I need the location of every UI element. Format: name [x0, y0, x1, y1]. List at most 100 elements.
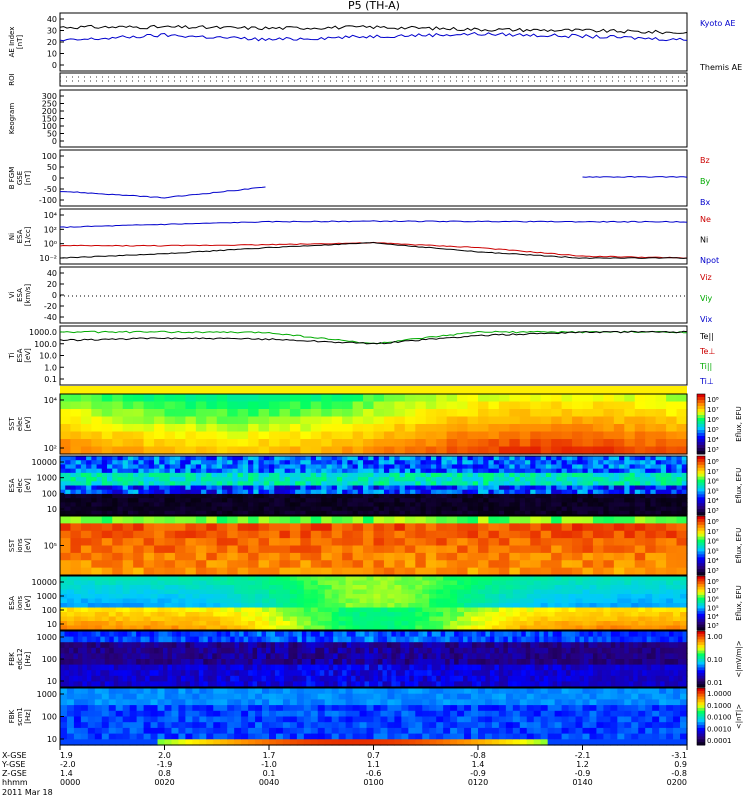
- axis-row-ygse-value: 1.1: [367, 760, 380, 769]
- axis-row-xgse-value: 2.0: [158, 751, 171, 760]
- esa_i-tick-label: 1000: [37, 592, 57, 601]
- fbk2-colorbar-tick: 1.0000: [707, 690, 732, 698]
- sst_e-panel-frame: [59, 393, 688, 455]
- fbk2-ylabel-line: [Hz]: [24, 709, 32, 724]
- ti-ylabel-line: [eV]: [24, 348, 32, 363]
- sst_e-colorbar-tick: 10⁴: [707, 436, 719, 444]
- fbk1-ylabel: FBKedc12[Hz]: [8, 648, 32, 670]
- esa_e-panel-frame: [59, 455, 688, 516]
- vi-tick-label: 40: [47, 269, 57, 278]
- esa_i-colorbar-tick: 10⁵: [707, 604, 719, 612]
- ni-ylabel-line: ESA: [16, 229, 24, 243]
- ae-panel-frame: [59, 12, 688, 72]
- vi-tick-label: -20: [44, 302, 57, 311]
- axis-row-ygse-value: 0.9: [674, 760, 687, 769]
- axis-row-ygse-value: -2.0: [60, 760, 76, 769]
- sst_i-colorbar-tick: 10⁸: [707, 518, 719, 526]
- axis-row-hhmm-value: 0200: [667, 778, 687, 787]
- esa_e-colorbar-label: Eflux, EFU: [735, 468, 743, 503]
- ni-ylabel: NiESA[1/cc]: [8, 226, 32, 246]
- sst_i-colorbar-label: Eflux, EFU: [735, 528, 743, 563]
- ti-ylabel-line: ESA: [16, 348, 24, 362]
- ae-ylabel-line: AE Index: [8, 27, 16, 58]
- esa_i-tick-label: 100: [42, 606, 57, 615]
- esa_i-ylabel-line: ions: [16, 595, 24, 610]
- esa_i-ylabel-line: ESA: [8, 596, 16, 610]
- sst_e-tick-label: 10²: [44, 444, 57, 453]
- legend-ni: Ni: [700, 236, 708, 245]
- legend-bx: Bx: [700, 198, 710, 207]
- roi-panel-frame: [59, 72, 688, 87]
- axis-row-ygse-value: -1.0: [261, 760, 277, 769]
- sst_e-colorbar-label: Eflux, EFU: [735, 406, 743, 441]
- fbk1-colorbar-tick: 0.01: [707, 679, 723, 687]
- ni-ylabel-line: [1/cc]: [24, 226, 32, 246]
- fbk2-colorbar-label: <|nT|>: [735, 704, 743, 729]
- ae-tick-label: 20: [47, 38, 57, 47]
- axis-row-ygse-value: 1.4: [472, 760, 485, 769]
- vi-ylabel-line: Vi: [8, 292, 16, 299]
- esa_e-colorbar-tick: 10³: [707, 507, 719, 515]
- ni-tick-label: 10⁻²: [39, 254, 57, 263]
- axis-row-xgse-value: 1.9: [60, 751, 73, 760]
- legend-by: By: [700, 177, 710, 186]
- sst_e-colorbar-tick: 10⁵: [707, 426, 719, 434]
- axis-row-xgse-value: 1.7: [263, 751, 276, 760]
- sst_i-ylabel-line: SST: [8, 538, 16, 552]
- axis-row-hhmm-value: 0000: [60, 778, 80, 787]
- fbk1-colorbar: 1.00 0.10 0.01 <|mV/m|>: [696, 630, 743, 688]
- legend-npot: Npot: [700, 256, 719, 265]
- vi-ylabel: ViESA[km/s]: [8, 284, 32, 307]
- axis-row-label-xgse: X-GSE: [2, 751, 27, 760]
- sst_i-colorbar-tick: 10⁷: [707, 528, 719, 536]
- sst_i-ylabel-line: ions: [16, 538, 24, 553]
- sst_e-colorbar-tick: 10⁸: [707, 396, 719, 404]
- fbk2-tick-label: 100: [42, 713, 57, 722]
- sst_i-colorbar-tick: 10⁶: [707, 538, 719, 546]
- sst_i-ylabel: SSTions[eV]: [8, 538, 32, 553]
- fbk2-colorbar-tick: 0.0001: [707, 737, 732, 745]
- axis-row-zgse-value: 0.1: [263, 769, 276, 778]
- axis-row-label-hhmm: hhmm: [2, 778, 28, 787]
- legend-ti: Ti||: [699, 362, 712, 371]
- sst_i-tick-label: 10⁵: [44, 542, 57, 551]
- keogram-panel-frame: [59, 89, 688, 148]
- vi-panel-frame: [59, 266, 688, 324]
- axis-row-zgse-value: -0.8: [671, 769, 687, 778]
- esa_i-colorbar-label: Eflux, EFU: [735, 585, 743, 620]
- keogram-tick-label: 50: [47, 130, 57, 139]
- fbk1-tick-label: 1000: [37, 633, 57, 642]
- sst_e-colorbar-tick: 10⁷: [707, 406, 719, 414]
- fbk1-ylabel-line: edc12: [16, 648, 24, 670]
- axis-row-hhmm-value: 0100: [363, 778, 383, 787]
- esa_e-colorbar-tick: 10⁵: [707, 487, 719, 495]
- esa_i-colorbar-tick: 10⁷: [707, 587, 719, 595]
- fbk2-colorbar-tick: 0.0100: [707, 714, 732, 722]
- ae-tick-label: 0: [52, 61, 57, 70]
- keogram-tick-label: 100: [42, 122, 57, 131]
- legend-ne: Ne: [700, 215, 711, 224]
- esa_e-ylabel-line: [eV]: [24, 478, 32, 493]
- sst_e-ylabel-line: SST: [8, 417, 16, 431]
- vi-ylabel-line: ESA: [16, 288, 24, 302]
- fbk2-tick-label: 1000: [37, 690, 57, 699]
- sst_i-ylabel-line: [eV]: [24, 538, 32, 553]
- series-npot-line: [59, 220, 688, 229]
- esa_i-spectrogram: [60, 576, 688, 631]
- fbk1-spectrogram: [60, 631, 688, 688]
- bfgm-tick-label: -100: [39, 196, 57, 205]
- bfgm-tick-label: 0: [52, 174, 57, 183]
- ti-ylabel-line: Ti: [8, 352, 16, 359]
- ti-tick-label: 0.1: [44, 375, 57, 384]
- esa_e-tick-label: 10: [47, 505, 57, 514]
- bfgm-tick-label: -50: [44, 185, 57, 194]
- axis-row-hhmm-value: 0020: [154, 778, 174, 787]
- sst_e-colorbar-tick: 10⁶: [707, 416, 719, 424]
- ni-tick-label: 10⁰: [44, 240, 57, 249]
- sst_e-ylabel-line: elec: [16, 417, 24, 432]
- bfgm-panel-frame: [59, 149, 688, 207]
- legend-viy: Viy: [700, 294, 713, 303]
- bfgm-ylabel-line: [nT]: [24, 171, 32, 185]
- esa_e-ylabel-line: elec: [16, 478, 24, 493]
